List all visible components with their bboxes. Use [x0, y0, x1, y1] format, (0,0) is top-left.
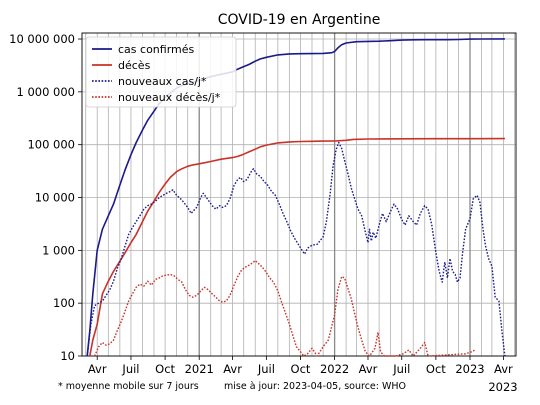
- y-tick-label: 100: [53, 296, 75, 310]
- x-tick-label: 2023: [455, 362, 484, 376]
- x-tick-label: Oct: [426, 362, 446, 376]
- legend-label-cas-confirmes: cas confirmés: [118, 43, 195, 56]
- x-tick-label: Avr: [494, 362, 513, 376]
- x-tick-label: Avr: [359, 362, 378, 376]
- x-axis: Avr Juil Oct 2021 Avr Juil Oct 2022 Avr Juil Oct 20…: [88, 356, 513, 376]
- x-tick-label: Avr: [88, 362, 107, 376]
- y-axis: 10 100 1 000 10 000 100 000 1 000 000 10 000 0…: [9, 32, 82, 363]
- x-tick-label: Juil: [121, 362, 139, 376]
- x-tick-label: Juil: [392, 362, 410, 376]
- legend-label-deces: décès: [118, 59, 151, 72]
- y-tick-label: 10: [60, 349, 75, 363]
- x-tick-label: Avr: [223, 362, 242, 376]
- x-tick-label: 2021: [185, 362, 214, 376]
- legend: cas confirmés décès nouveaux cas/j* nouveau…: [85, 36, 237, 108]
- update-note: mise à jour: 2023-04-05, source: WHO: [224, 381, 406, 392]
- series-line-nouveaux-cas-j: [86, 141, 506, 357]
- footnote: * moyenne mobile sur 7 jours: [58, 381, 199, 392]
- series-line-cas-confirmes: [86, 38, 505, 357]
- y-tick-label: 1 000: [42, 243, 75, 257]
- legend-box: [85, 36, 237, 108]
- y-tick-label: 10 000: [35, 191, 75, 205]
- chart-title: COVID-19 en Argentine: [218, 12, 381, 28]
- series-line-deces: [89, 137, 505, 357]
- series-layer: [86, 38, 506, 357]
- y-tick-label: 100 000: [27, 138, 75, 152]
- series-line-nouveaux-deces-j: [93, 259, 476, 357]
- y-tick-label: 1 000 000: [16, 85, 75, 99]
- x-axis-corner-label: 2023: [488, 380, 517, 394]
- x-tick-label: Juil: [257, 362, 275, 376]
- plot-border: [81, 32, 517, 357]
- plot-frame: [81, 32, 517, 357]
- x-tick-label: 2022: [320, 362, 349, 376]
- x-tick-label: Oct: [291, 362, 311, 376]
- legend-label-nouveaux-cas-j: nouveaux cas/j*: [118, 75, 207, 88]
- x-tick-label: Oct: [155, 362, 175, 376]
- legend-label-nouveaux-deces-j: nouveaux décès/j*: [118, 91, 221, 104]
- y-tick-label: 10 000 000: [9, 32, 75, 46]
